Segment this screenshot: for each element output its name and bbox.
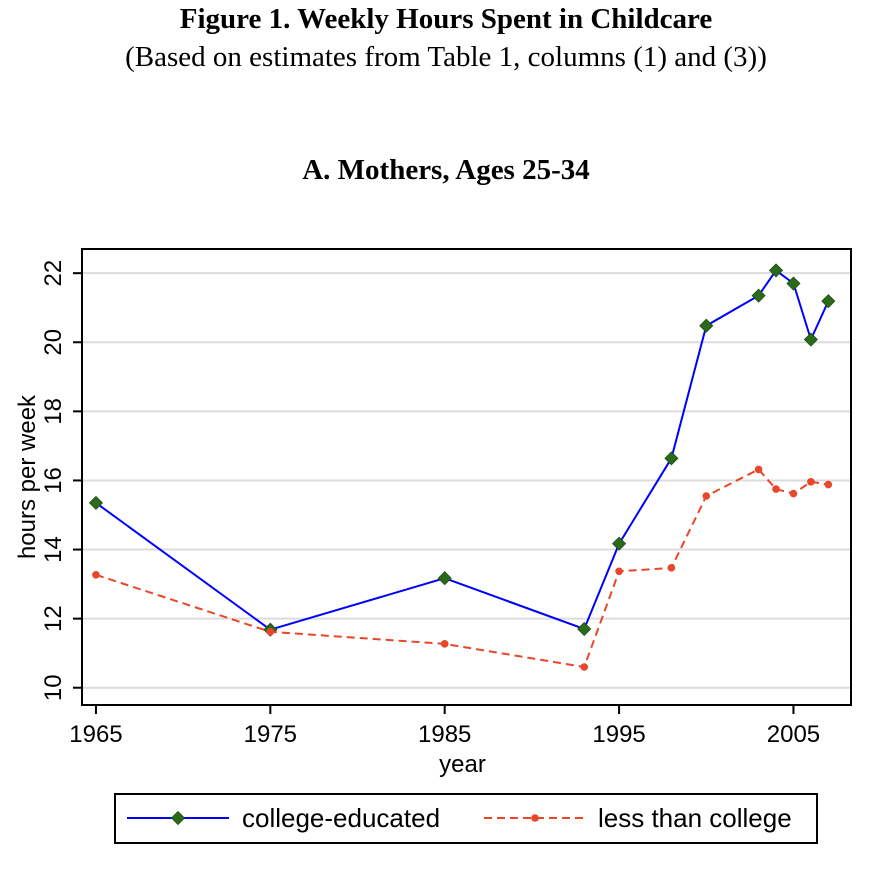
series-line-college-educated [95,268,830,631]
data-point [612,536,627,551]
data-point [754,465,763,474]
data-point [577,621,592,637]
data-point [615,567,623,576]
y-axis-label: hours per week [14,394,41,559]
legend-box [114,793,818,844]
legend: college-educated less than college [114,793,818,844]
legend-label: college-educated [242,803,440,833]
data-point [92,570,100,579]
data-point [807,478,815,486]
series-line-less-than-college [95,468,829,669]
data-point [664,451,679,466]
x-tick-label: 1965 [69,721,122,748]
axes: 10 12 14 16 18 20 22 1965 1975 1985 1995 2005 [40,260,820,748]
data-point [440,640,449,648]
data-point [786,276,801,291]
data-point [789,489,798,498]
data-point [772,485,780,493]
x-tick-label: 1975 [244,721,297,748]
data-point [702,492,711,500]
data-point [699,318,714,333]
plot-frame [81,248,852,706]
figure-title: Figure 1. Weekly Hours Spent in Childcar… [179,3,713,35]
chart-series [88,263,836,671]
data-point [437,571,452,586]
legend-marker [170,810,186,826]
grid-lines [82,272,851,689]
x-axis-label: year [439,751,486,778]
data-point [751,288,766,303]
data-point [266,627,275,636]
data-point [580,663,589,671]
y-tick-label: 22 [40,260,67,287]
legend-label: less than college [598,803,792,833]
y-tick-label: 16 [40,467,67,494]
legend-marker [531,814,539,822]
figure-subtitle: (Based on estimates from Table 1, column… [125,41,767,73]
y-tick-label: 12 [40,605,67,632]
y-tick-label: 18 [40,398,67,425]
x-tick-label: 1985 [418,721,471,748]
data-point [667,564,676,572]
data-point [768,263,784,278]
x-tick-label: 1995 [592,721,645,748]
x-tick-label: 2005 [767,721,820,748]
data-point [824,480,833,489]
data-point [803,332,818,347]
data-point [821,294,836,309]
y-tick-label: 20 [40,329,67,356]
y-tick-label: 10 [40,674,67,701]
y-tick-label: 14 [40,536,67,563]
data-point [88,495,104,510]
chart-title: A. Mothers, Ages 25-34 [302,154,590,186]
